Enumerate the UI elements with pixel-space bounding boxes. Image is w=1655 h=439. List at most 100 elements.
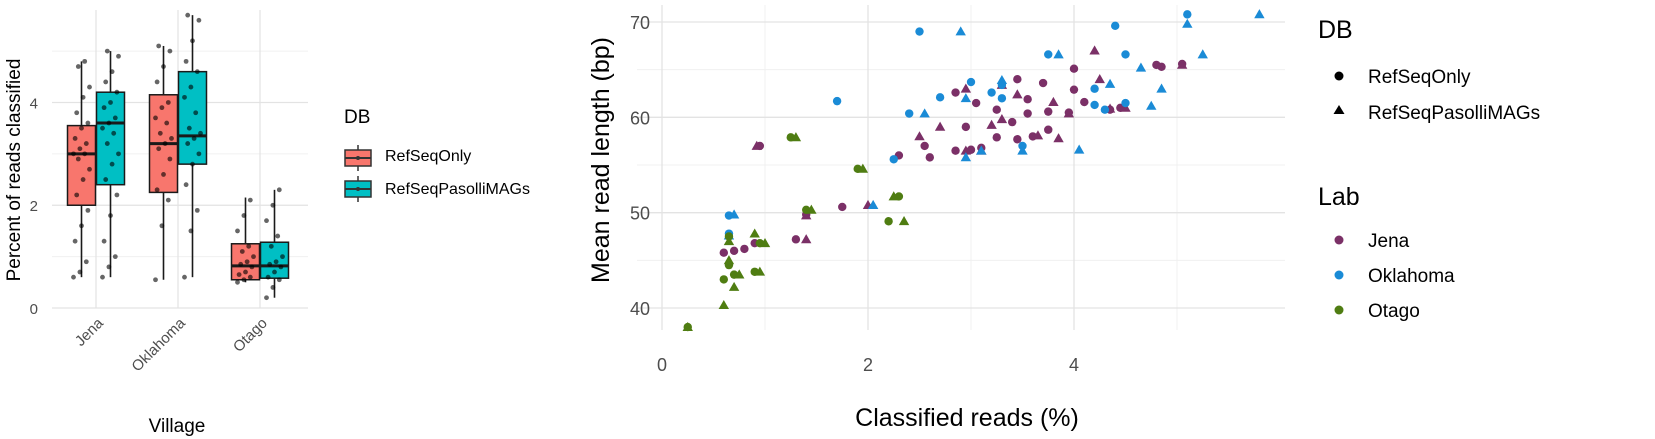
box-jitter-point — [112, 254, 118, 260]
scatter-point — [960, 152, 972, 162]
box-jitter-point — [157, 130, 163, 136]
box-jitter-point — [72, 136, 78, 141]
boxplot-y-axis-title: Percent of reads classified — [4, 59, 25, 282]
scatter-point — [1069, 85, 1079, 94]
scatter-legend-label-otago: Otago — [1368, 301, 1420, 322]
scatter-point — [1089, 45, 1100, 55]
box-jitter-point — [114, 192, 120, 198]
box-jitter-point — [80, 177, 86, 182]
box-jitter-point — [183, 182, 189, 188]
box-jitter-point — [264, 295, 269, 301]
box-jitter-point — [265, 274, 271, 280]
scatter-point — [749, 228, 760, 238]
box-jitter-point — [186, 125, 192, 131]
box-jitter-point — [162, 141, 168, 146]
scatter-point — [898, 216, 910, 226]
scatter-legend-label-oklahoma: Oklahoma — [1368, 266, 1455, 287]
box-jitter-point — [165, 100, 171, 105]
scatter-point — [1053, 49, 1064, 59]
boxplot-y-tick-label: 0 — [30, 301, 38, 318]
scatter-point — [1044, 50, 1053, 59]
box-jitter-point — [247, 274, 253, 280]
boxplot-legend-key-refseqpasollimags — [344, 176, 372, 202]
box-jitter-point — [85, 120, 91, 126]
box-jitter-point — [159, 223, 165, 229]
boxplot-legend-label-refseqonly: RefSeqOnly — [385, 148, 471, 165]
scatter-x-tick-label: 4 — [1069, 355, 1079, 375]
box-jitter-point — [243, 269, 248, 275]
box-jitter-point — [264, 218, 269, 224]
scatter-legend-lab-title: Lab — [1318, 183, 1360, 211]
box-jitter-point — [79, 125, 84, 131]
scatter-point — [951, 88, 960, 97]
scatter-point — [791, 235, 801, 244]
scatter-legend-circle-key — [1334, 71, 1344, 81]
box-jitter-point — [241, 213, 247, 218]
scatter-point — [997, 94, 1007, 103]
scatter-point — [996, 114, 1008, 124]
scatter-legend-label-jena: Jena — [1368, 231, 1410, 252]
box-jitter-point — [161, 172, 166, 177]
scatter-point — [992, 105, 1001, 114]
scatter-point — [728, 281, 740, 291]
box-jitter-point — [165, 197, 171, 203]
scatter-point — [832, 96, 842, 106]
scatter-point — [1100, 105, 1110, 114]
scatter-point — [790, 132, 802, 142]
box-jitter-point — [101, 105, 107, 111]
scatter-point — [986, 119, 997, 129]
scatter-legend-label-refseqpasollimags: RefSeqPasolliMAGs — [1368, 103, 1540, 124]
scatter-point — [1135, 62, 1147, 72]
scatter-point — [1063, 108, 1075, 118]
scatter-y-tick-label: 40 — [630, 299, 650, 319]
box-jitter-point — [153, 277, 158, 283]
scatter-point — [905, 109, 914, 118]
scatter-point — [960, 83, 972, 93]
scatter-legend-oklahoma-key — [1334, 270, 1344, 280]
scatter-point — [1183, 10, 1192, 19]
scatter-point — [1254, 9, 1265, 19]
box-jitter-point — [77, 269, 83, 275]
scatter-point — [1053, 133, 1064, 143]
series-oklahoma-refseqpasollimags — [723, 9, 1265, 240]
box-jitter-point — [79, 223, 84, 229]
scatter-point — [751, 140, 762, 150]
scatter-point — [925, 153, 934, 162]
scatter-point — [1013, 135, 1022, 144]
box-jitter-point — [153, 115, 158, 121]
box-jitter-point — [87, 84, 92, 90]
scatter-point — [1008, 117, 1017, 127]
box-jitter-point — [182, 274, 187, 280]
box-jitter-point — [74, 192, 80, 198]
box-body — [66, 124, 97, 206]
scatter-legend-jena-key — [1334, 235, 1344, 245]
scatter-x-tick-label: 0 — [657, 355, 667, 375]
box-jitter-point — [114, 89, 120, 95]
scatter-point — [914, 131, 925, 141]
scatter-point — [857, 163, 869, 173]
scatter-y-axis-title: Mean read length (bp) — [587, 37, 615, 283]
box-jitter-point — [116, 151, 121, 157]
box-jitter-point — [82, 58, 88, 64]
scatter-point — [728, 209, 740, 219]
box-jitter-point — [154, 79, 160, 85]
boxplot-legend-label-refseqpasollimags: RefSeqPasolliMAGs — [385, 181, 530, 198]
scatter-point — [1090, 100, 1099, 110]
scatter-point — [806, 204, 817, 214]
scatter-point — [1023, 109, 1032, 118]
scatter-legend-db-title: DB — [1318, 16, 1353, 44]
scatter-point — [1013, 75, 1022, 84]
scatter-point — [1146, 100, 1157, 110]
scatter-legend-otago-key — [1334, 305, 1344, 315]
boxplot-x-tick-label-jena: Jena — [72, 314, 107, 349]
series-jena-refseqonly — [719, 59, 1187, 257]
scatter-point — [740, 244, 749, 254]
scatter-point — [723, 255, 735, 265]
box-jitter-point — [77, 146, 83, 152]
box-jitter-point — [185, 141, 191, 146]
boxplot-y-tick-label: 2 — [30, 198, 38, 215]
scatter-point — [729, 246, 739, 255]
box-jitter-point — [85, 207, 91, 213]
box-jitter-point — [83, 259, 89, 265]
box-jitter-point — [167, 156, 173, 162]
